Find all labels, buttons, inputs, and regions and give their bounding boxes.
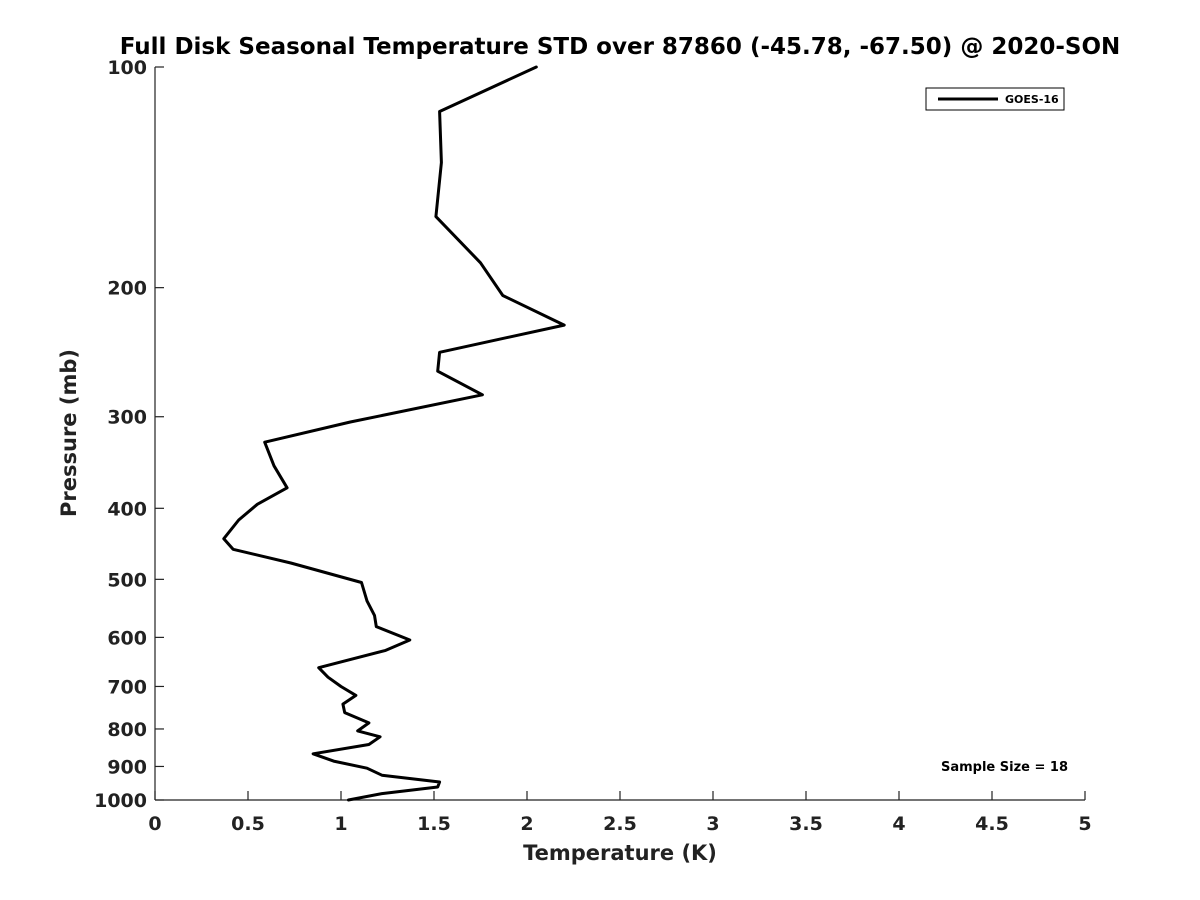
legend: GOES-16	[925, 87, 1065, 111]
x-tick-label: 0	[148, 813, 161, 835]
x-tick-label: 4	[892, 813, 905, 835]
y-axis-label: Pressure (mb)	[57, 349, 81, 517]
x-tick-label: 0.5	[231, 813, 265, 835]
y-axis-ticks: 100 200 300 400 500 600 700 800 900 1000	[94, 57, 164, 812]
chart-title: Full Disk Seasonal Temperature STD over …	[120, 34, 1121, 60]
y-tick-label: 500	[107, 569, 147, 591]
x-tick-label: 4.5	[975, 813, 1009, 835]
x-tick-label: 2	[520, 813, 533, 835]
y-tick-label: 600	[107, 627, 147, 649]
y-tick-label: 700	[107, 676, 147, 698]
y-tick-label: 800	[107, 719, 147, 741]
series-layer	[222, 65, 566, 802]
sample-size-annotation: Sample Size = 18	[941, 760, 1068, 775]
x-tick-label: 1	[334, 813, 347, 835]
y-tick-label: 400	[107, 498, 147, 520]
x-tick-label: 3	[706, 813, 719, 835]
y-tick-label: 100	[107, 57, 147, 79]
y-tick-label: 300	[107, 407, 147, 429]
x-axis-ticks: 0 0.5 1 1.5 2 2.5 3 3.5 4 4.5 5	[148, 791, 1092, 835]
series-line-goes-16	[222, 65, 566, 802]
x-tick-label: 1.5	[417, 813, 451, 835]
legend-label-goes-16: GOES-16	[1005, 93, 1059, 106]
x-tick-label: 3.5	[789, 813, 823, 835]
x-tick-label: 2.5	[603, 813, 637, 835]
x-axis-label: Temperature (K)	[523, 841, 717, 865]
y-tick-label: 200	[107, 278, 147, 300]
y-tick-label: 900	[107, 756, 147, 778]
x-tick-label: 5	[1078, 813, 1091, 835]
y-tick-label: 1000	[94, 790, 147, 812]
plot-axes	[154, 67, 1085, 801]
